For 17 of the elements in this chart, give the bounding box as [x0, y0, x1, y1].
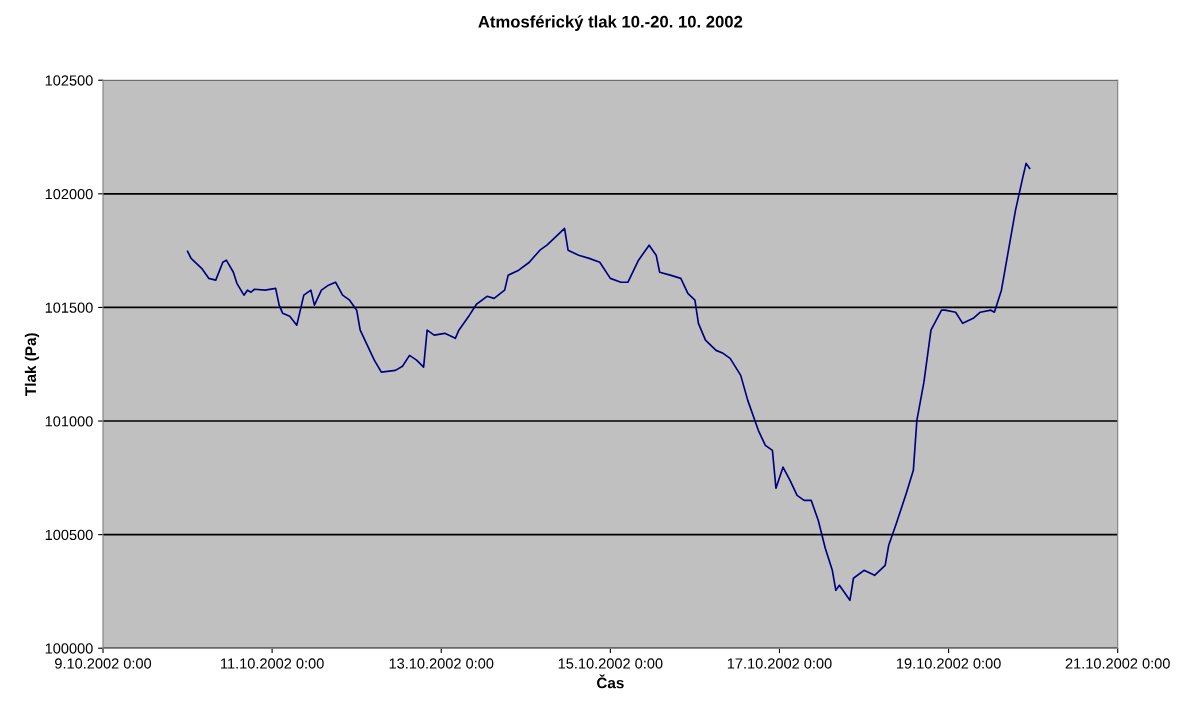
y-tick-label: 101500	[45, 302, 93, 313]
x-tick-label: 17.10.2002 0:00	[727, 658, 832, 669]
y-axis-title: Tlak (Pa)	[24, 333, 40, 396]
x-tick-label: 19.10.2002 0:00	[896, 658, 1001, 669]
line-series	[186, 162, 1031, 602]
x-tick-label: 11.10.2002 0:00	[221, 658, 324, 669]
y-tick-label: 102000	[45, 188, 93, 200]
x-tick-label: 15.10.2002 0:00	[558, 658, 663, 669]
x-tick-label: 13.10.2002 0:00	[389, 658, 494, 669]
chart-title: Atmosférický tlak 10.-20. 10. 2002	[478, 15, 743, 31]
y-tick-label: 102500	[45, 75, 93, 86]
x-axis-title: Čas	[596, 674, 624, 689]
y-tick-label: 101000	[45, 416, 93, 427]
x-tick-label: 21.10.2002 0:00	[1065, 658, 1170, 669]
x-tick-label: 9.10.2002 0:00	[55, 658, 152, 669]
y-tick-label: 100000	[45, 643, 93, 654]
y-tick-label: 100500	[45, 529, 93, 541]
